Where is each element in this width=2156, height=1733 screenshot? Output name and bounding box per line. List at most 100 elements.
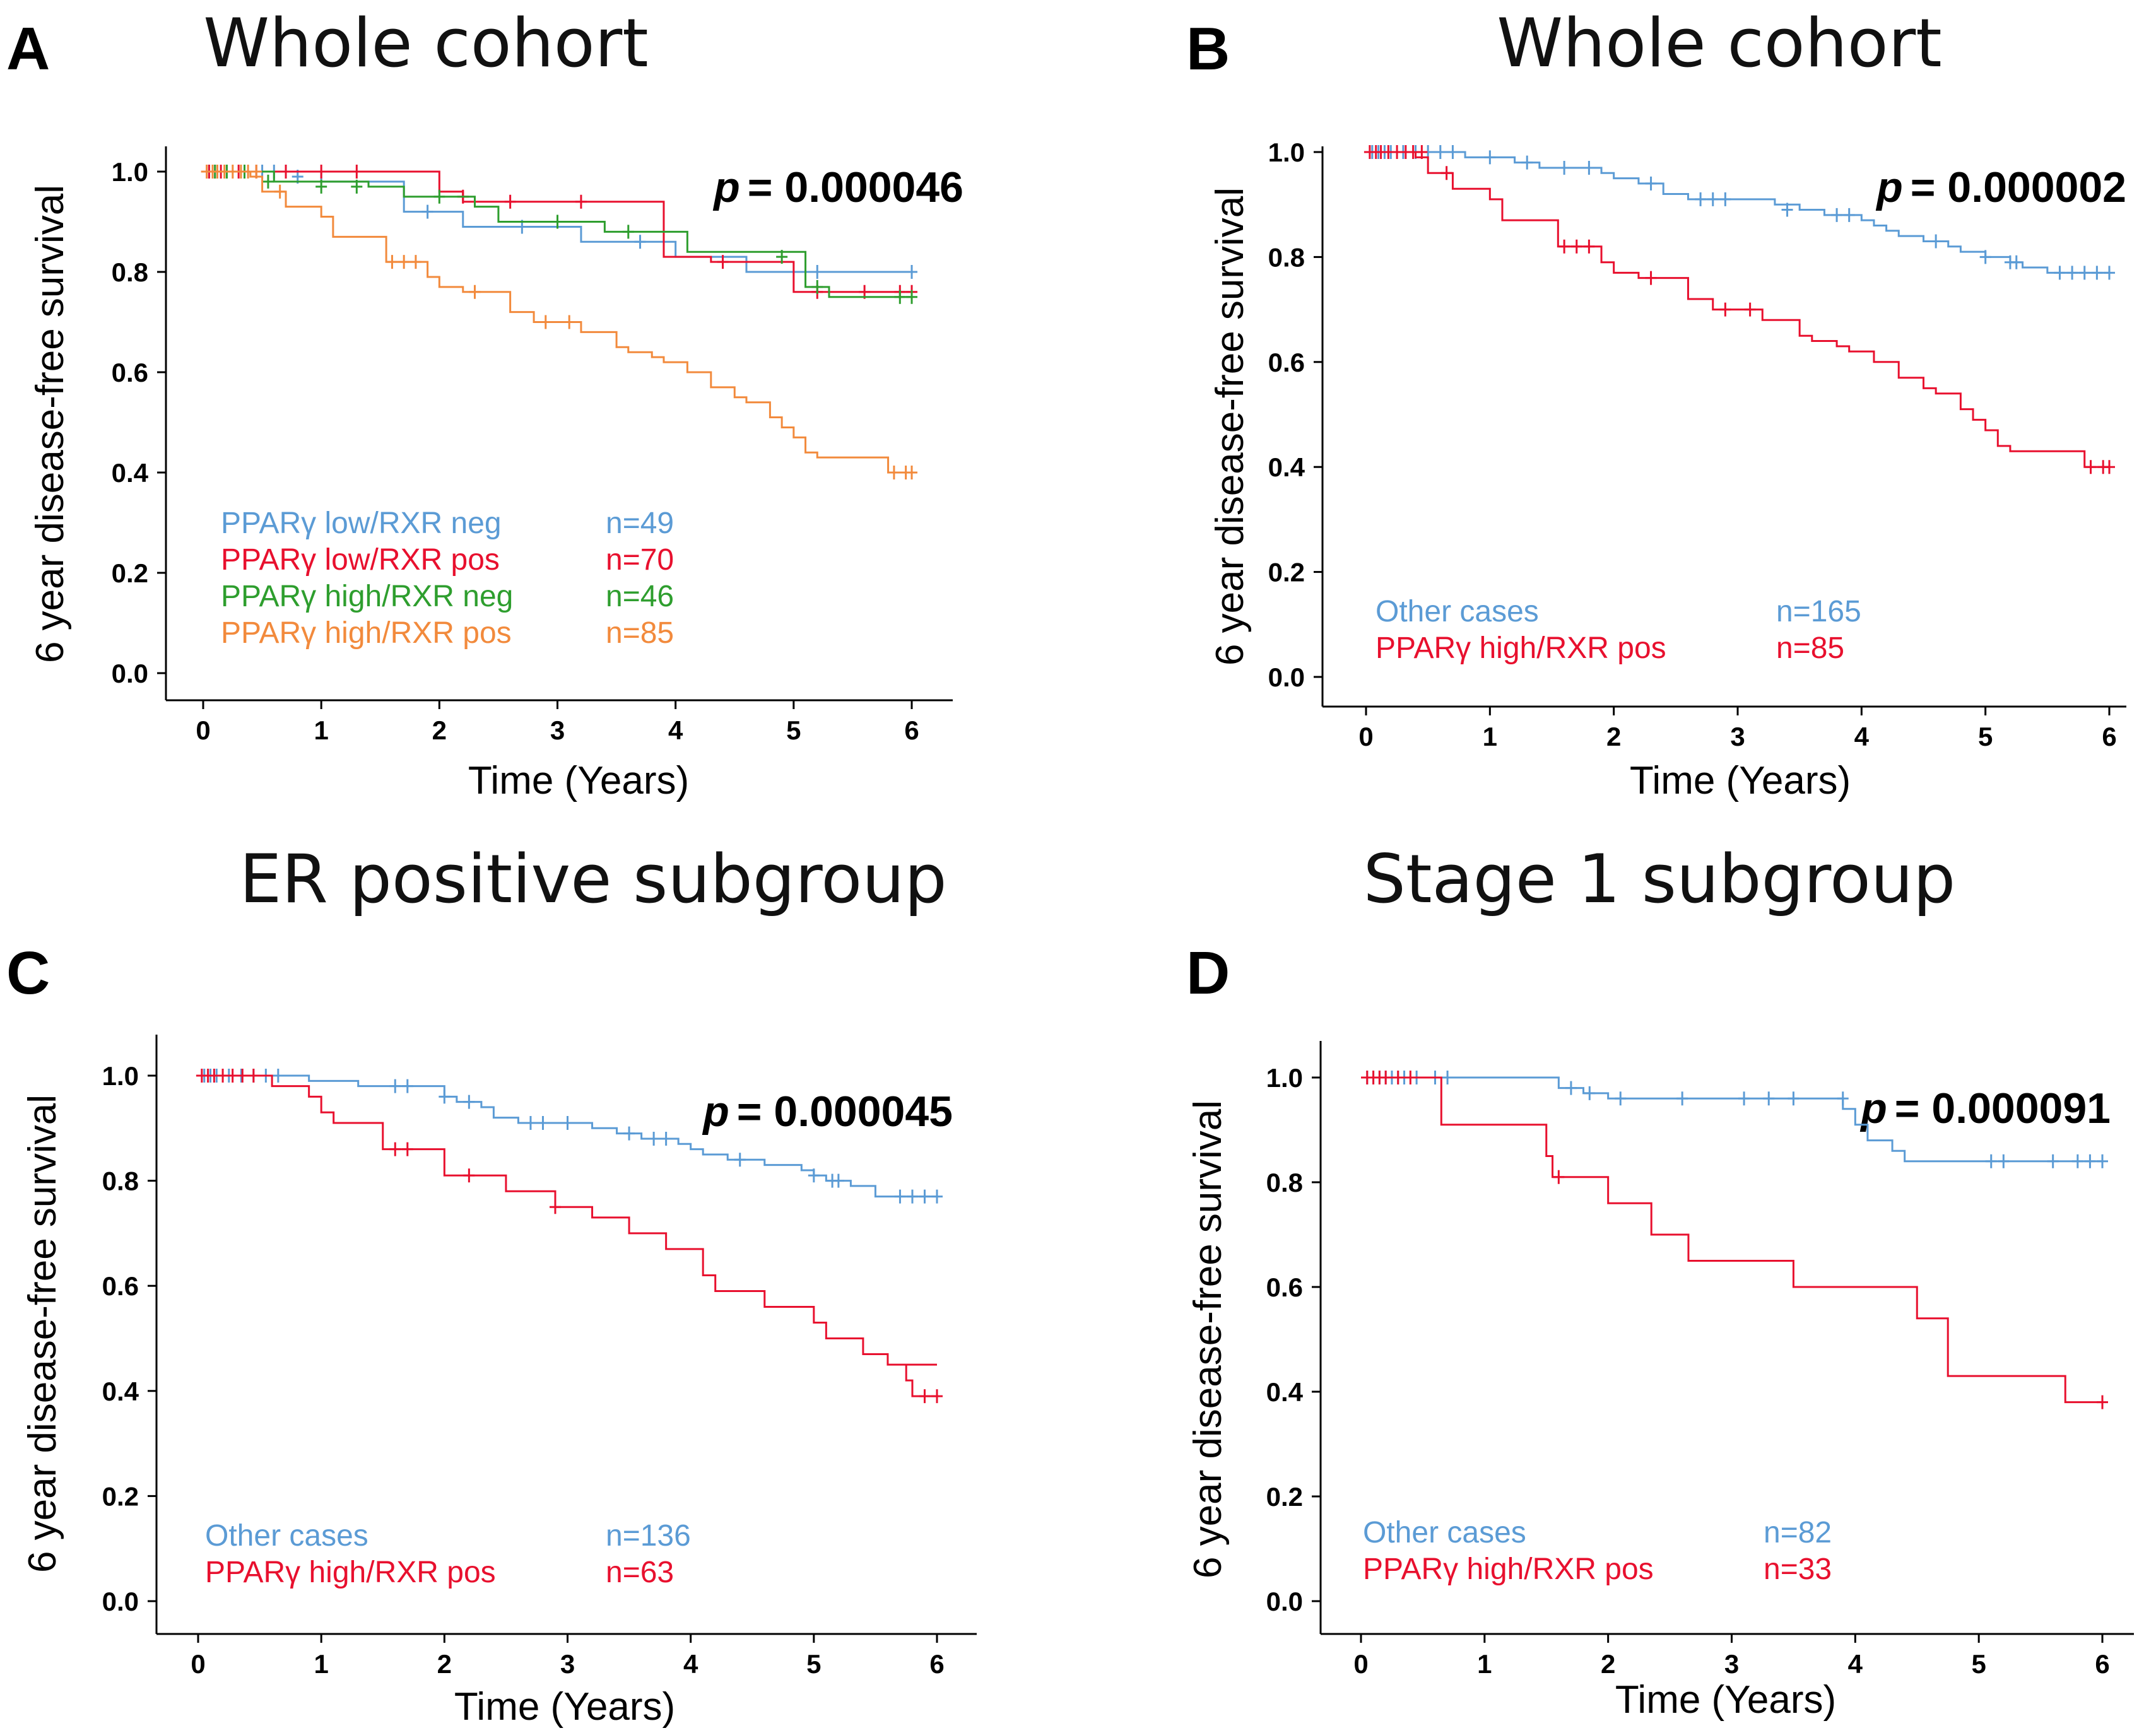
censor-mark [1985,1154,1997,1168]
censor-mark [217,1069,229,1083]
censor-mark [1565,1081,1577,1095]
censor-mark [504,194,516,209]
censor-mark [1583,239,1595,254]
panel-d-legend-n-1: n=82 [1764,1516,1832,1549]
x-tick-label: 0 [196,715,210,745]
panel-c-legend-n-1: n=136 [606,1519,691,1553]
x-tick-label: 3 [1724,1649,1739,1679]
x-tick-label: 1 [1483,722,1497,751]
censor-mark [315,179,327,194]
x-tick-label: 5 [1978,722,1993,751]
panel-a-title: Whole cohort [203,4,649,82]
panel-d: D Stage 1 subgroup Time (Years) 6 year d… [1186,840,2134,1722]
censor-mark [1719,192,1731,206]
censor-mark [274,184,286,199]
panel-a-legend-label-3: PPARγ high/RXR neg [221,580,513,613]
censor-mark [237,1069,249,1083]
censor-mark [389,1142,401,1156]
y-tick-label: 0.8 [1266,1168,1303,1197]
censor-mark [808,1168,820,1183]
panel-d-axes: 0.0 0.2 0.4 0.6 0.8 1.0 0 1 2 3 4 5 6 [1266,1041,2134,1679]
x-tick-label: 0 [1358,722,1373,751]
censor-mark [1392,1071,1404,1084]
x-tick-label: 0 [1353,1649,1368,1679]
censor-mark [2091,266,2103,280]
censor-mark [1695,192,1707,206]
censor-mark [2097,1154,2108,1168]
censor-mark [1558,160,1570,175]
censor-mark [734,1153,746,1167]
censor-mark [262,174,274,189]
censor-mark [469,285,481,299]
censor-mark [2097,1395,2108,1409]
x-tick-label: 1 [1477,1649,1492,1679]
survival-curve [1361,1076,2102,1404]
panel-c-p-value: p = 0.000045 [702,1088,953,1136]
x-tick-label: 4 [1848,1649,1863,1679]
y-tick-label: 0.8 [1268,242,1305,272]
censor-mark [401,1079,413,1093]
censor-mark [1558,239,1570,254]
panel-letter-d: D [1186,939,1230,1007]
y-tick-label: 0.6 [112,358,148,387]
x-tick-label: 0 [191,1649,205,1679]
censor-mark [906,290,917,304]
censor-mark [888,466,900,479]
censor-mark [1615,1091,1627,1106]
x-tick-label: 2 [1606,722,1621,751]
censor-mark [1738,1091,1750,1106]
censor-mark [2104,460,2115,474]
panel-d-series-2 [1361,1071,2108,1409]
censor-mark [250,165,262,179]
panel-d-ylabel: 6 year disease-free survival [1186,1100,1230,1578]
x-tick-label: 5 [1971,1649,1986,1679]
censor-mark [1645,271,1657,285]
panel-letter-c: C [6,939,50,1007]
censor-mark [1998,1154,2010,1168]
censor-mark [1584,1086,1596,1100]
y-tick-label: 0.6 [1268,348,1305,377]
panel-d-p-value: p = 0.000091 [1859,1084,2111,1132]
panel-c-legend-n-2: n=63 [606,1556,674,1589]
panel-b-title: Whole cohort [1497,4,1942,82]
censor-mark [931,1389,943,1404]
censor-mark [1719,302,1731,317]
panel-a-legend-label-2: PPARγ low/RXR pos [221,543,500,577]
y-tick-label: 0.6 [1266,1272,1303,1302]
panel-c-legend-label-2: PPARγ high/RXR pos [205,1556,496,1589]
censor-mark [1553,1170,1565,1184]
censor-mark [1447,145,1459,159]
panel-d-legend-label-1: Other cases [1363,1516,1526,1549]
x-tick-label: 4 [668,715,683,745]
x-tick-label: 4 [1854,722,1870,751]
survival-curve [1366,151,2109,468]
y-tick-label: 0.4 [112,458,149,488]
censor-mark [562,1115,574,1130]
censor-mark [1583,160,1595,175]
survival-curve [203,170,912,474]
censor-mark [439,1090,451,1104]
x-tick-label: 4 [683,1649,698,1679]
censor-mark [1380,1071,1392,1084]
y-tick-label: 0.2 [1266,1482,1303,1512]
censor-mark [1676,1091,1688,1106]
censor-mark [2104,266,2115,280]
x-tick-label: 6 [929,1649,944,1679]
panel-a-ylabel: 6 year disease-free survival [28,185,72,663]
censor-mark [660,1131,672,1146]
panel-letter-a: A [6,15,50,83]
censor-mark [634,235,646,249]
censor-mark [931,1189,943,1204]
censor-mark [1645,176,1657,191]
censor-mark [463,1168,475,1183]
censor-mark [1416,145,1428,159]
censor-mark [351,165,363,179]
panel-c-xlabel: Time (Years) [454,1685,675,1729]
panel-a-legend-label-4: PPARγ high/RXR pos [221,616,512,650]
panel-b-legend-label-1: Other cases [1375,595,1539,628]
censor-mark [648,1131,660,1146]
censor-mark [421,204,433,219]
censor-mark [2010,255,2022,269]
censor-mark [315,165,327,179]
y-tick-label: 0.0 [1268,662,1305,692]
